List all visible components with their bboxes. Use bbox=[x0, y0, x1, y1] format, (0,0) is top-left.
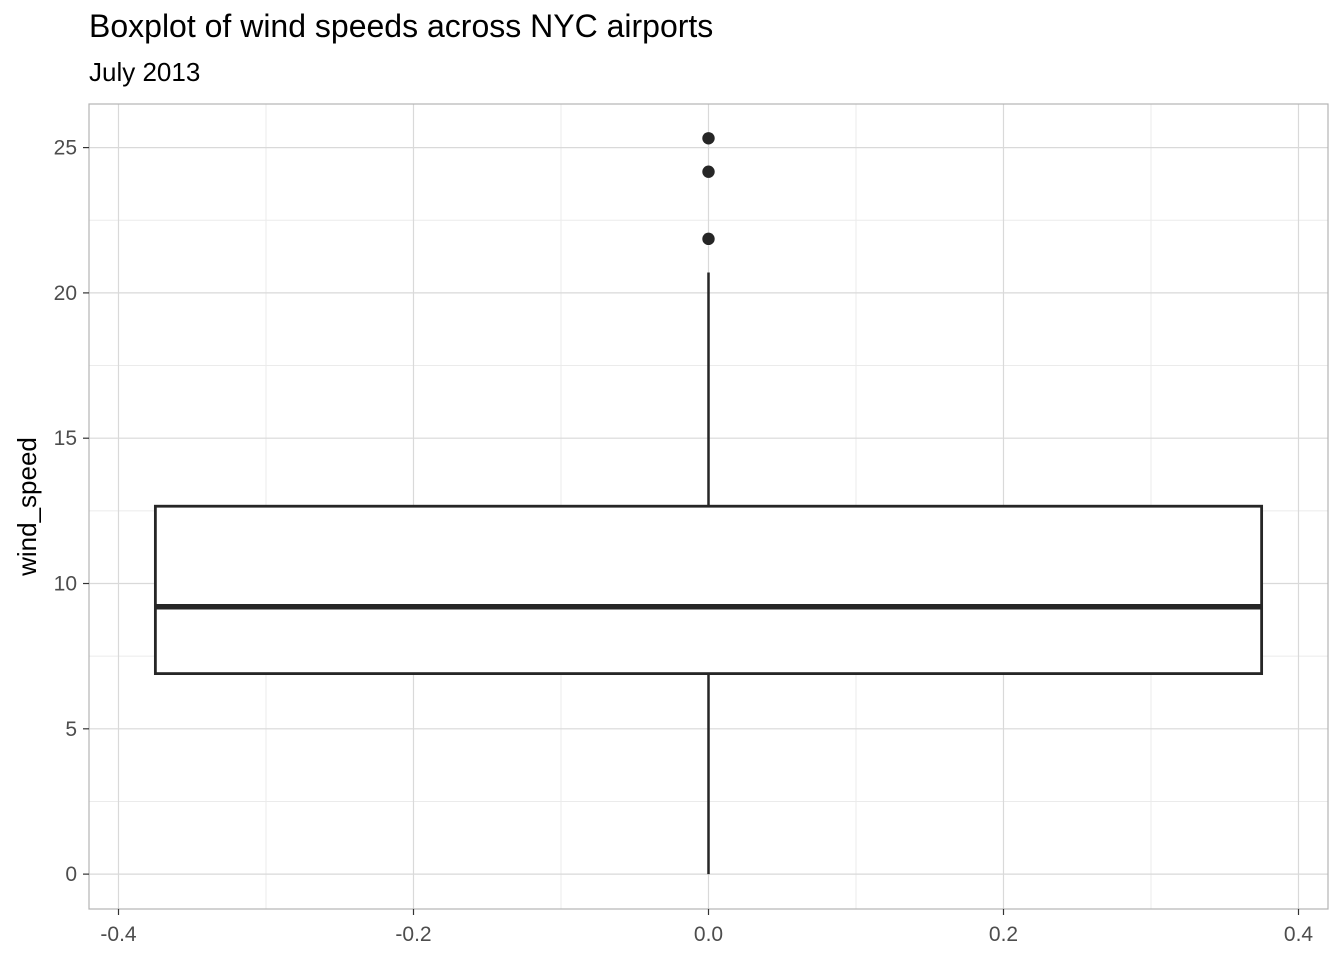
boxplot-marks bbox=[153, 132, 1264, 875]
iqr-box bbox=[153, 504, 1264, 676]
x-tick-label: -0.2 bbox=[395, 923, 431, 946]
y-tick-label: 20 bbox=[54, 282, 77, 305]
y-tick-label: 0 bbox=[65, 863, 77, 886]
x-tick-label: 0.0 bbox=[694, 923, 723, 946]
chart-subtitle: July 2013 bbox=[89, 57, 201, 87]
y-tick-label: 5 bbox=[65, 718, 77, 741]
outlier-point bbox=[702, 132, 715, 145]
y-axis-ticks: 0 5 10 15 20 25 bbox=[54, 137, 89, 886]
x-tick-label: 0.2 bbox=[989, 923, 1018, 946]
y-tick-label: 15 bbox=[54, 427, 77, 450]
x-tick-label: -0.4 bbox=[100, 923, 137, 946]
y-tick-label: 10 bbox=[54, 573, 77, 596]
chart-title: Boxplot of wind speeds across NYC airpor… bbox=[89, 8, 714, 44]
x-tick-label: 0.4 bbox=[1284, 923, 1314, 946]
y-axis-title: wind_speed bbox=[12, 437, 42, 577]
outlier-point bbox=[702, 232, 715, 246]
x-axis-ticks: -0.4 -0.2 0.0 0.2 0.4 bbox=[100, 909, 1313, 946]
y-tick-label: 25 bbox=[54, 137, 77, 160]
outlier-point bbox=[702, 165, 715, 178]
